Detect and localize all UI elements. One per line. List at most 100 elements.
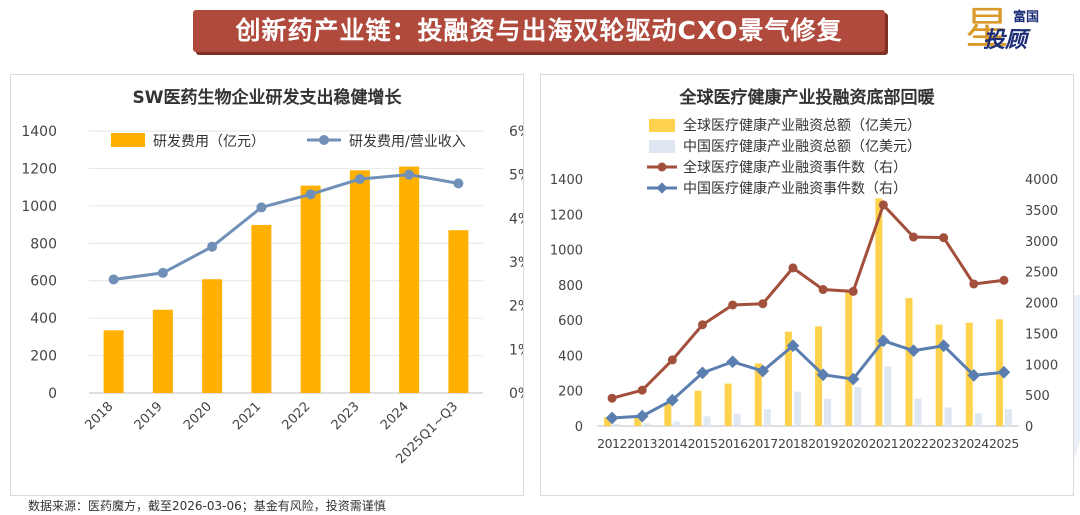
star-logo-icon: 星 [965, 3, 1009, 54]
brand-logo: 星 富国 投顾 [965, 4, 1065, 54]
y2-tick-label: 0 [1025, 420, 1033, 435]
bar-china-financing [703, 416, 711, 426]
y-tick-label: 0 [575, 420, 583, 435]
y-tick-label: 400 [558, 349, 583, 364]
x-tick-label: 2019 [808, 436, 838, 451]
x-tick-label: 2017 [748, 436, 778, 451]
legend-label: 全球医疗健康产业融资总额（亿美元） [683, 117, 921, 134]
point-china-events [665, 393, 679, 407]
bar-global-financing [845, 291, 853, 426]
x-tick-label: 2014 [657, 436, 687, 451]
x-tick-label: 2020 [838, 436, 868, 451]
logo-line2: 投顾 [983, 28, 1028, 53]
y-tick-label: 0 [48, 386, 57, 402]
point-global-events [667, 355, 677, 365]
y2-tick-label: 2000 [1025, 297, 1058, 312]
x-tick-label: 2016 [718, 436, 748, 451]
bar-china-financing [643, 423, 651, 426]
point-china-events [786, 339, 800, 353]
bar-global-financing [754, 363, 762, 426]
point-china-events [997, 365, 1011, 379]
banner-title: 创新药产业链：投融资与出海双轮驱动CXO景气修复 [193, 10, 885, 52]
y2-tick-label: 500 [1025, 389, 1050, 404]
y2-tick-label: 2% [509, 299, 523, 315]
legend-swatch-global-bar [649, 119, 675, 132]
point-china-events [756, 364, 770, 378]
point-global-events [878, 200, 888, 210]
x-tick-label: 2021 [230, 399, 264, 433]
legend-swatch-global-marker [657, 162, 667, 172]
x-tick-label: 2019 [132, 399, 166, 433]
x-tick-label: 2013 [627, 436, 657, 451]
bar-rd-expense [349, 170, 370, 393]
y-tick-label: 1400 [550, 173, 583, 188]
y2-tick-label: 1500 [1025, 327, 1058, 342]
y-tick-label: 200 [30, 349, 57, 365]
bar-rd-expense [103, 330, 124, 393]
legend-label: 中国医疗健康产业融资总额（亿美元） [683, 138, 921, 155]
bar-china-financing [793, 391, 801, 426]
legend-label: 全球医疗健康产业融资事件数（右） [683, 159, 907, 176]
point-global-events [788, 263, 798, 273]
y-tick-label: 1000 [550, 244, 583, 259]
point-global-events [637, 385, 647, 395]
y-tick-label: 1000 [21, 199, 57, 215]
line-global-events [611, 202, 1005, 400]
y2-tick-label: 3500 [1025, 204, 1058, 219]
bar-global-financing [784, 331, 792, 426]
point-global-events [969, 279, 979, 289]
legend-label: 中国医疗健康产业融资事件数（右） [683, 180, 907, 197]
x-tick-label: 2022 [279, 399, 313, 433]
legend-swatch-china-marker [656, 182, 668, 194]
legend-swatch-china-bar [649, 140, 675, 153]
y-tick-label: 800 [30, 236, 57, 252]
point-rd-ratio [108, 274, 119, 285]
x-tick-label: 2021 [868, 436, 898, 451]
bar-global-financing [724, 383, 732, 426]
y-tick-label: 600 [558, 314, 583, 329]
logo-line1: 富国 [1013, 10, 1040, 25]
legend-label: 研发费用/营业收入 [349, 134, 466, 150]
y-tick-label: 400 [30, 311, 57, 327]
bar-rd-expense [251, 224, 272, 393]
point-rd-ratio [354, 174, 365, 185]
y2-tick-label: 1% [509, 342, 523, 358]
legend-label: 研发费用（亿元） [153, 134, 265, 150]
y-tick-label: 1400 [21, 124, 57, 140]
point-china-events [816, 368, 830, 382]
y-tick-label: 600 [30, 274, 57, 290]
bar-china-financing [974, 413, 982, 426]
bar-china-financing [824, 398, 832, 426]
legend-swatch-marker [319, 135, 329, 145]
point-global-events [758, 299, 768, 309]
bar-global-financing [664, 403, 672, 426]
x-tick-label: 2015 [688, 436, 718, 451]
x-tick-label: 2018 [82, 399, 116, 433]
point-global-events [607, 393, 617, 403]
x-tick-label: 2022 [899, 436, 929, 451]
bar-global-financing [905, 298, 913, 426]
chart-title: SW医药生物企业研发支出稳健增长 [133, 87, 403, 108]
rd-spending-chart: SW医药生物企业研发支出稳健增长 0 200 400 600 800 1000 1200 140… [21, 87, 531, 467]
bar-rd-expense [152, 309, 173, 393]
point-rd-ratio [404, 169, 415, 180]
point-global-events [939, 233, 949, 243]
y2-tick-label: 6% [509, 124, 523, 140]
x-tick-label: 2023 [929, 436, 959, 451]
chart-title: 全球医疗健康产业投融资底部回暖 [679, 87, 936, 108]
bar-china-financing [854, 387, 862, 426]
y2-tick-label: 3% [509, 255, 523, 271]
legend-swatch-bar [111, 133, 145, 147]
bar-global-financing [694, 390, 702, 426]
y2-tick-label: 4% [509, 211, 523, 227]
point-rd-ratio [453, 178, 464, 189]
healthcare-financing-chart: 全球医疗健康产业投融资底部回暖 0 200 400 600 800 1000 1200 1400… [550, 87, 1058, 451]
bar-global-financing [935, 324, 943, 426]
x-tick-label: 2024 [959, 436, 989, 451]
point-global-events [909, 232, 918, 242]
x-tick-label: 2025 [989, 436, 1019, 451]
point-rd-ratio [207, 241, 218, 252]
y2-tick-label: 5% [509, 168, 523, 184]
point-rd-ratio [305, 189, 316, 200]
point-global-events [728, 300, 738, 310]
